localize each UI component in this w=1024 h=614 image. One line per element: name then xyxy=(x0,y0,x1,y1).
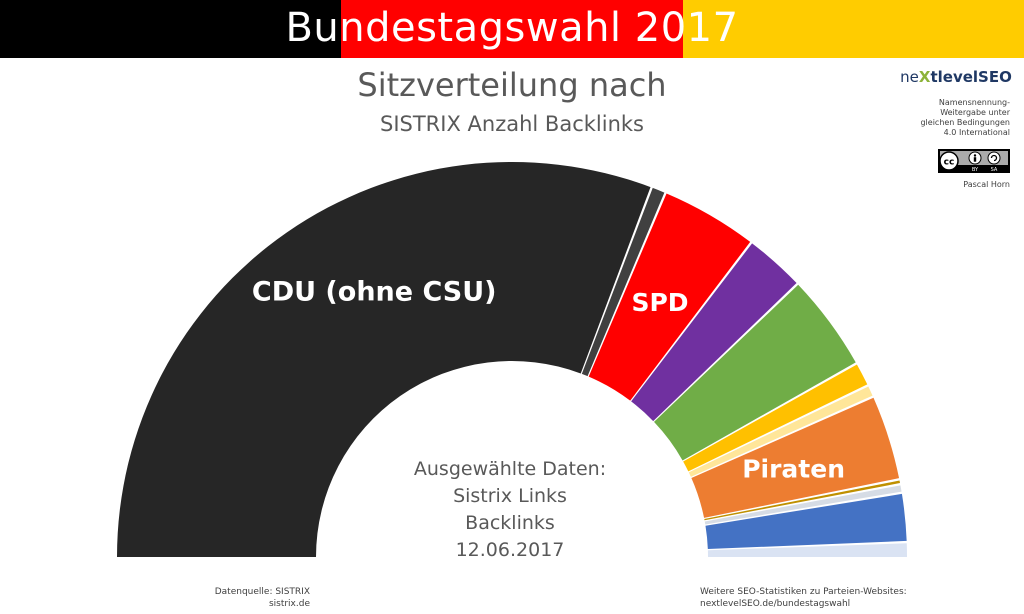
logo-suffix: tlevelSEO xyxy=(930,68,1012,86)
center-label-line1: Ausgewählte Daten: xyxy=(413,458,607,480)
logo-x: X xyxy=(918,68,931,86)
slice-spd xyxy=(588,193,751,401)
nextlevelseo-logo: neXtlevelSEO xyxy=(900,68,1012,86)
flag-stripe-gold xyxy=(682,0,1024,58)
slice-party-3 xyxy=(631,243,797,422)
page-title: Bundestagswahl 2017 xyxy=(285,5,739,51)
source-line2: sistrix.de xyxy=(268,599,310,609)
slice-party-11 xyxy=(707,543,907,557)
author-credit: Pascal Horn xyxy=(963,180,1010,189)
license-line: Weitergabe unter xyxy=(940,108,1010,117)
data-source: Datenquelle: SISTRIX sistrix.de xyxy=(150,586,310,610)
slice-piraten xyxy=(691,397,900,518)
license-line: gleichen Bedingungen xyxy=(920,118,1010,127)
center-label-line3: Backlinks xyxy=(465,512,555,534)
slice-party-8 xyxy=(704,480,901,521)
slice-party-1 xyxy=(581,187,665,377)
center-label: Ausgewählte Daten: Sistrix Links Backlin… xyxy=(380,456,640,564)
license-line: Namensnennung- xyxy=(938,98,1010,107)
slice-party-5 xyxy=(683,364,868,472)
svg-text:SA: SA xyxy=(991,167,998,173)
chart-subtitle-line1: Sitzverteilung nach xyxy=(357,66,667,104)
slice-party-6 xyxy=(688,386,873,477)
flag-stripe-black xyxy=(0,0,342,58)
slice-label: Piraten xyxy=(742,454,845,483)
center-label-line2: Sistrix Links xyxy=(453,485,567,507)
logo-prefix: ne xyxy=(900,68,919,86)
source-line1: Datenquelle: SISTRIX xyxy=(214,587,310,597)
slice-label: SPD xyxy=(631,288,688,317)
more-line1: Weitere SEO-Statistiken zu Parteien-Webs… xyxy=(700,587,907,597)
more-statistics: Weitere SEO-Statistiken zu Parteien-Webs… xyxy=(700,586,930,610)
slice-label: CDU (ohne CSU) xyxy=(252,277,497,308)
slice-cdu-ohne-csu xyxy=(117,161,651,557)
flag-stripe-red xyxy=(341,0,683,58)
cc-by-sa-badge-icon: cc BY SA xyxy=(938,149,1010,173)
chart-subtitle-line2: SISTRIX Anzahl Backlinks xyxy=(380,112,644,136)
more-line2: nextlevelSEO.de/bundestagswahl xyxy=(700,599,851,609)
title-banner xyxy=(0,0,1024,58)
slice-party-10 xyxy=(705,493,907,550)
center-label-line4: 12.06.2017 xyxy=(455,539,565,561)
slice-party-4 xyxy=(654,284,856,461)
license-text: Namensnennung- Weitergabe unter gleichen… xyxy=(890,98,1010,138)
svg-text:BY: BY xyxy=(972,167,979,173)
slice-party-9 xyxy=(704,485,902,525)
svg-text:cc: cc xyxy=(944,158,955,168)
license-line: 4.0 International xyxy=(943,128,1010,137)
